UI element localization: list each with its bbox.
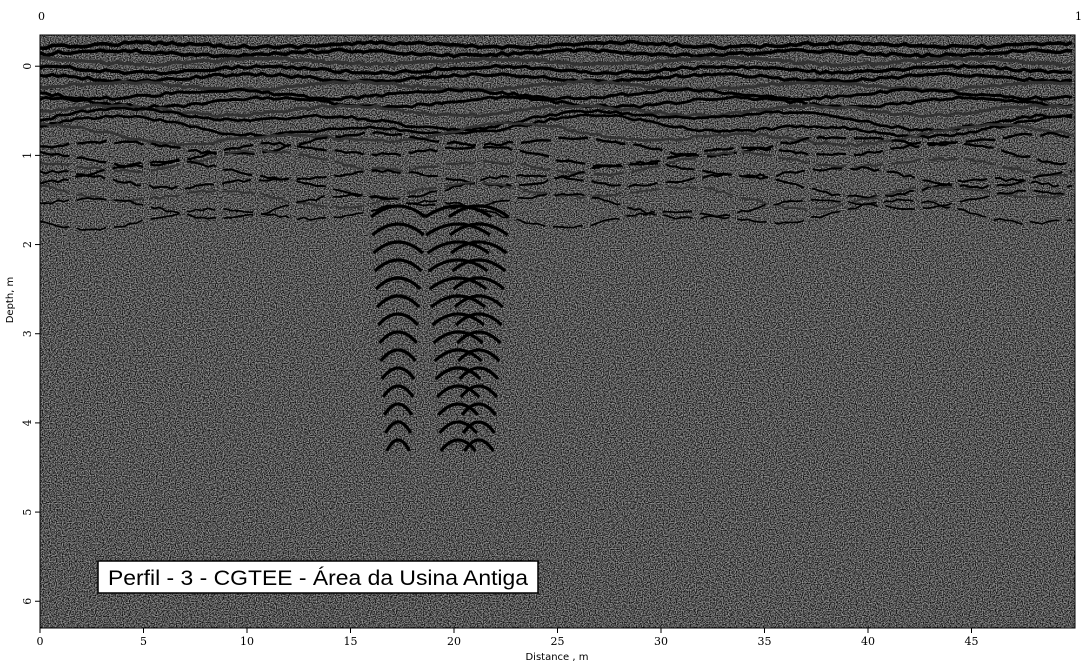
- y-tick-label: 0: [21, 63, 34, 70]
- y-tick-label: 5: [21, 509, 34, 516]
- x-tick-label: 5: [140, 635, 147, 648]
- x-tick-label: 10: [240, 635, 254, 648]
- x-tick-label: 25: [551, 635, 565, 648]
- y-tick-label: 3: [21, 330, 34, 337]
- noise-texture: [40, 35, 1075, 628]
- x-tick-label: 45: [965, 635, 979, 648]
- x-tick-label: 20: [447, 635, 461, 648]
- y-axis-label: Depth, m: [5, 277, 16, 324]
- chart-title: Perfil - 3 - CGTEE - Área da Usina Antig…: [108, 567, 528, 590]
- x-axis-label: Distance , m: [525, 652, 588, 663]
- x-tick-label: 30: [654, 635, 668, 648]
- corner-label: 1: [1075, 10, 1082, 23]
- y-tick-label: 6: [21, 598, 34, 605]
- x-tick-label: 0: [37, 635, 44, 648]
- chart: 0 1 Distance , m Depth, m 05101520253035…: [0, 0, 1086, 663]
- x-tick-label: 40: [861, 635, 875, 648]
- page: {"chart_data": {"type": "radargram", "ti…: [0, 0, 1086, 663]
- radargram-image: [40, 35, 1075, 628]
- y-tick-label: 2: [21, 241, 34, 248]
- y-tick-label: 1: [21, 152, 34, 159]
- x-tick-label: 35: [758, 635, 772, 648]
- y-tick-label: 4: [21, 419, 34, 426]
- x-tick-label: 15: [344, 635, 358, 648]
- title-box: Perfil - 3 - CGTEE - Área da Usina Antig…: [98, 561, 538, 593]
- corner-label: 0: [38, 10, 45, 23]
